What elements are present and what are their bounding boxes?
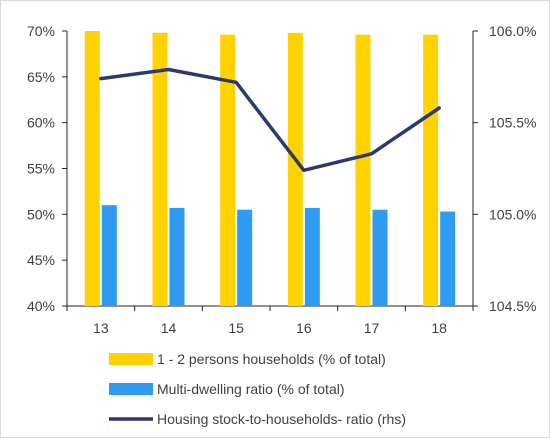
x-tick-label: 14	[161, 320, 177, 336]
x-tick-label: 13	[93, 320, 109, 336]
x-tick-label: 17	[364, 320, 380, 336]
y-right-tick-label: 105.5%	[489, 115, 536, 131]
line-point-13	[99, 77, 103, 81]
bar-multi-dwelling-13	[101, 205, 117, 306]
line-point-17	[370, 152, 373, 156]
y-left-tick-label: 45%	[27, 252, 55, 268]
legend-label-0: 1 - 2 persons households (% of total)	[157, 351, 386, 367]
y-right-tick-label: 104.5%	[489, 298, 536, 314]
legend-swatch-1	[109, 383, 153, 395]
bar-persons-households-14	[152, 32, 168, 306]
bar-multi-dwelling-15	[237, 209, 253, 306]
x-tick-label: 16	[296, 320, 312, 336]
y-left-tick-label: 60%	[27, 115, 55, 131]
x-tick-label: 18	[431, 320, 447, 336]
bar-persons-households-15	[220, 34, 236, 307]
y-left-tick-label: 40%	[27, 298, 55, 314]
y-right-tick-label: 106.0%	[489, 23, 536, 39]
legend-label-2: Housing stock-to-households- ratio (rhs)	[157, 411, 406, 427]
y-left-tick-label: 70%	[27, 23, 55, 39]
line-housing-stock-ratio	[99, 67, 441, 173]
bar-persons-households-13	[84, 31, 100, 306]
bar-persons-households-16	[287, 32, 303, 306]
y-left-tick-label: 50%	[27, 206, 55, 222]
line-point-14	[167, 68, 170, 71]
bar-multi-dwelling-18	[440, 211, 456, 306]
y-left-tick-label: 65%	[27, 69, 55, 85]
bar-persons-households-17	[355, 34, 371, 307]
bar-multi-dwelling-16	[304, 207, 320, 306]
x-tick-label: 15	[228, 320, 244, 336]
y-right-tick-label: 105.0%	[489, 206, 536, 222]
legend-swatch-0	[109, 353, 153, 365]
legend-label-1: Multi-dwelling ratio (% of total)	[157, 381, 345, 397]
bar-multi-dwelling-14	[169, 207, 185, 306]
line-point-15	[234, 80, 238, 84]
bar-multi-dwelling-17	[372, 209, 388, 306]
bar-persons-households-18	[423, 34, 439, 307]
line-point-16	[302, 168, 306, 172]
line-point-18	[437, 106, 441, 110]
y-left-tick-label: 55%	[27, 161, 55, 177]
